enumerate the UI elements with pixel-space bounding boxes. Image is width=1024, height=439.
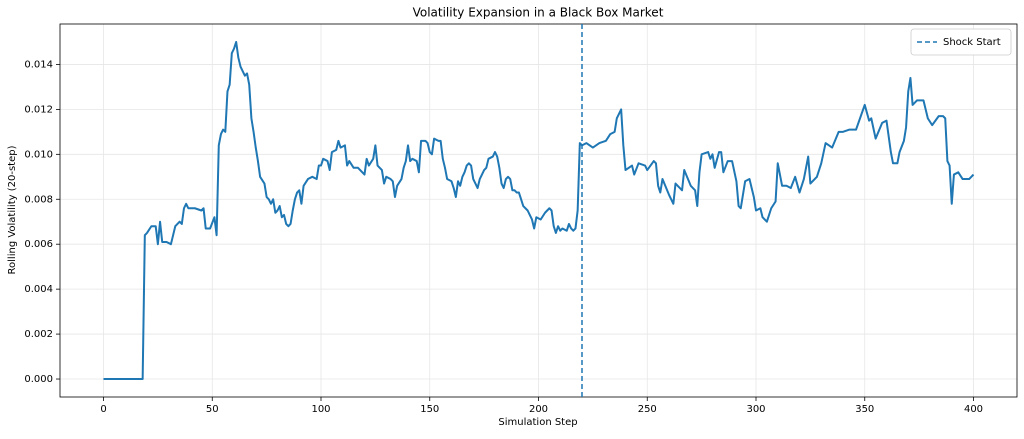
legend-box bbox=[910, 28, 1012, 56]
legend-label: Shock Start bbox=[943, 37, 1001, 48]
x-tick-label: 350 bbox=[855, 404, 874, 415]
x-tick-label: 250 bbox=[638, 404, 657, 415]
y-tick-label: 0.014 bbox=[24, 59, 53, 70]
plot-frame bbox=[59, 23, 1018, 398]
y-axis-label: Rolling Volatility (20-step) bbox=[7, 145, 18, 274]
y-tick-label: 0.004 bbox=[24, 284, 53, 295]
x-axis-label: Simulation Step bbox=[498, 417, 577, 428]
y-tick-label: 0.012 bbox=[24, 104, 53, 115]
chart-title: Volatility Expansion in a Black Box Mark… bbox=[413, 6, 664, 20]
x-tick-label: 100 bbox=[311, 404, 330, 415]
x-tick-label: 50 bbox=[206, 404, 219, 415]
y-tick-label: 0.002 bbox=[24, 329, 53, 340]
y-tick-label: 0.000 bbox=[24, 374, 53, 385]
y-tick-label: 0.006 bbox=[24, 239, 53, 250]
x-tick-label: 0 bbox=[100, 404, 106, 415]
data-line bbox=[103, 40, 975, 381]
y-tick-label: 0.010 bbox=[24, 149, 53, 160]
y-tick-label: 0.008 bbox=[24, 194, 53, 205]
x-tick-label: 200 bbox=[529, 404, 548, 415]
x-tick-label: 150 bbox=[420, 404, 439, 415]
x-tick-label: 400 bbox=[964, 404, 983, 415]
x-tick-label: 300 bbox=[746, 404, 765, 415]
